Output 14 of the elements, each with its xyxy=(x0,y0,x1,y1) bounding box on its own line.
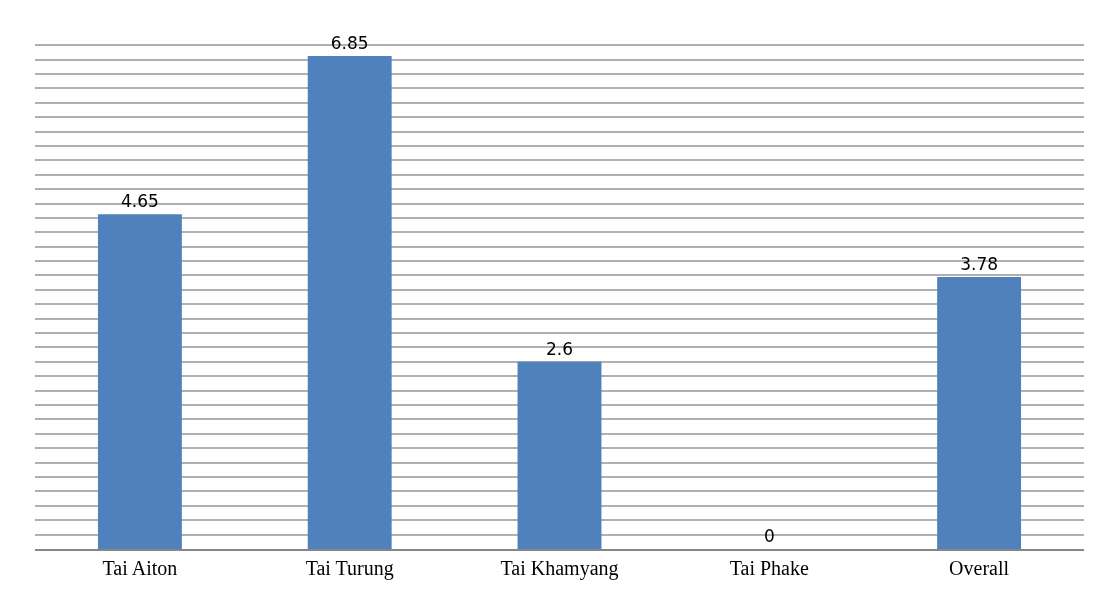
data-label: 4.65 xyxy=(120,191,159,212)
x-tick-label: Tai Phake xyxy=(729,556,809,579)
data-label: 6.85 xyxy=(330,32,369,53)
data-label: 0 xyxy=(763,526,775,546)
data-label: 2.6 xyxy=(545,338,574,359)
bar xyxy=(517,361,602,549)
data-label: 3.78 xyxy=(960,253,999,274)
bar xyxy=(307,55,392,549)
x-tick-label: Tai Khamyang xyxy=(500,556,619,580)
bar xyxy=(937,276,1022,549)
bar xyxy=(97,214,182,549)
x-tick-label: Overall xyxy=(949,556,1010,579)
x-tick-label: Tai Turung xyxy=(305,556,394,580)
x-tick-label: Tai Aiton xyxy=(102,556,178,579)
